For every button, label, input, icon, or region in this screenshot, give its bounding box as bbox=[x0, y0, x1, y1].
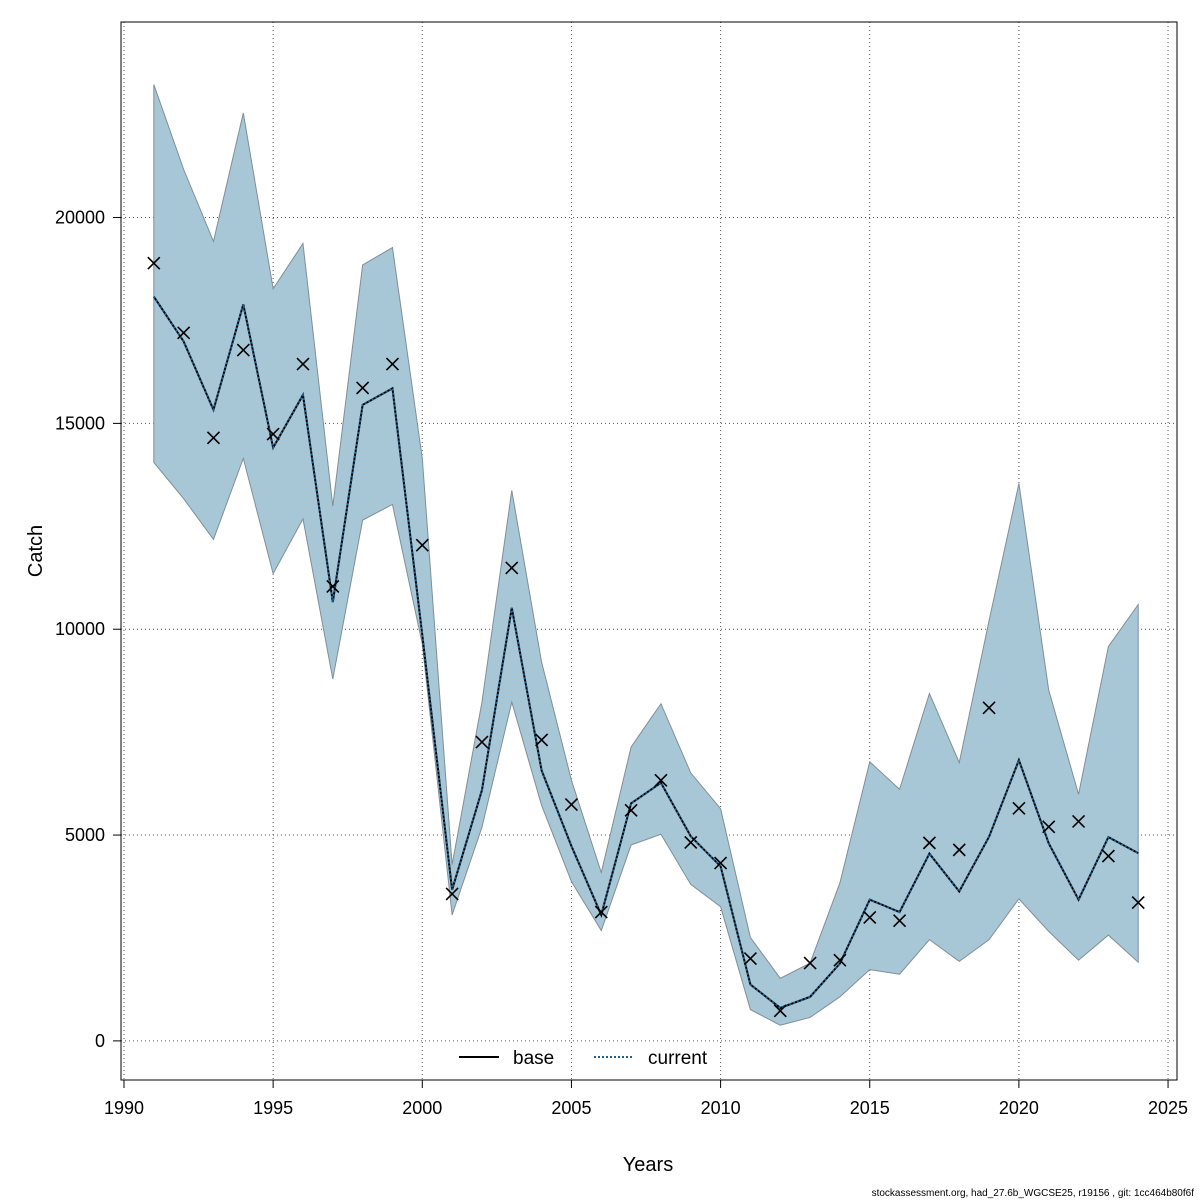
marker-stroke bbox=[684, 835, 698, 850]
marker-stroke bbox=[654, 773, 668, 787]
y-tick-label-15000: 15000 bbox=[55, 413, 105, 433]
marker-stroke bbox=[475, 735, 489, 749]
marker-stroke bbox=[415, 538, 429, 552]
observation-marker-2004 bbox=[535, 733, 549, 747]
observation-marker-2003 bbox=[505, 561, 519, 575]
x-tick-label-2020: 2020 bbox=[999, 1098, 1039, 1118]
observation-marker-2002 bbox=[475, 735, 489, 749]
marker-stroke bbox=[624, 803, 638, 817]
observation-marker-2019 bbox=[982, 701, 996, 715]
observation-markers bbox=[147, 256, 1145, 1018]
marker-stroke bbox=[296, 357, 310, 371]
marker-stroke bbox=[1131, 896, 1145, 910]
x-tick-label-2005: 2005 bbox=[551, 1098, 591, 1118]
observation-marker-2012 bbox=[773, 1004, 787, 1018]
observation-marker-2010 bbox=[714, 856, 728, 870]
y-tick-label-0: 0 bbox=[95, 1031, 105, 1051]
observation-marker-2017 bbox=[922, 836, 936, 850]
observation-marker-1991 bbox=[147, 256, 161, 270]
x-tick-label-2000: 2000 bbox=[402, 1098, 442, 1118]
observation-marker-1996 bbox=[296, 357, 310, 371]
observation-marker-1993 bbox=[206, 431, 221, 445]
x-axis-title: Years bbox=[623, 1154, 673, 1176]
marker-stroke bbox=[1042, 820, 1056, 834]
marker-stroke bbox=[535, 733, 549, 747]
observation-marker-2022 bbox=[1071, 814, 1086, 829]
observation-marker-2008 bbox=[654, 773, 668, 787]
observation-marker-2000 bbox=[415, 538, 429, 552]
y-tick-label-5000: 5000 bbox=[65, 825, 105, 845]
observation-marker-1994 bbox=[236, 343, 250, 357]
y-axis: 0 5000 10000 15000 20000 bbox=[55, 208, 122, 1051]
observation-marker-2013 bbox=[803, 956, 817, 970]
y-axis-title: Catch bbox=[25, 525, 47, 577]
series-line-current bbox=[152, 296, 1139, 1010]
observation-marker-1997 bbox=[326, 579, 340, 593]
marker-stroke bbox=[1101, 849, 1115, 863]
marker-stroke bbox=[743, 951, 757, 966]
observation-marker-2020 bbox=[1012, 801, 1026, 815]
marker-stroke bbox=[206, 431, 221, 445]
marker-stroke bbox=[773, 1004, 787, 1018]
footer-text: stockassessment.org, had_27.6b_WGCSE25, … bbox=[872, 1188, 1195, 1199]
observation-marker-2007 bbox=[624, 803, 638, 817]
y-tick-label-20000: 20000 bbox=[55, 208, 105, 228]
legend-label-base: base bbox=[513, 1048, 554, 1069]
marker-stroke bbox=[893, 914, 907, 928]
x-axis: 1990 1995 2000 2005 2010 2015 2020 2025 bbox=[104, 1079, 1188, 1118]
marker-stroke bbox=[952, 843, 966, 857]
observation-marker-2011 bbox=[743, 951, 757, 966]
observation-marker-2009 bbox=[684, 835, 698, 850]
observation-marker-2016 bbox=[893, 914, 907, 928]
marker-stroke bbox=[505, 561, 519, 575]
marker-stroke bbox=[356, 381, 370, 395]
observation-marker-1999 bbox=[385, 357, 400, 371]
marker-stroke bbox=[1012, 801, 1026, 815]
observation-marker-2001 bbox=[445, 887, 459, 901]
observation-marker-2005 bbox=[564, 798, 579, 812]
observation-marker-1998 bbox=[356, 381, 370, 395]
observation-marker-2015 bbox=[863, 910, 877, 924]
marker-stroke bbox=[982, 701, 996, 715]
marker-stroke bbox=[922, 836, 936, 850]
observation-marker-2018 bbox=[952, 843, 966, 857]
legend-label-current: current bbox=[648, 1048, 708, 1069]
confidence-band-area bbox=[153, 84, 1139, 1026]
x-tick-label-2025: 2025 bbox=[1148, 1098, 1188, 1118]
marker-stroke bbox=[833, 953, 847, 967]
x-tick-label-2010: 2010 bbox=[701, 1098, 741, 1118]
marker-stroke bbox=[803, 956, 817, 970]
marker-stroke bbox=[236, 343, 250, 357]
x-tick-label-2015: 2015 bbox=[850, 1098, 890, 1118]
observation-marker-2023 bbox=[1101, 849, 1115, 863]
observation-marker-1992 bbox=[177, 326, 191, 340]
legend: base current bbox=[459, 1048, 708, 1069]
marker-stroke bbox=[326, 579, 340, 593]
observation-marker-2006 bbox=[594, 905, 608, 919]
marker-stroke bbox=[1071, 814, 1086, 829]
observation-marker-2021 bbox=[1042, 820, 1056, 834]
marker-stroke bbox=[714, 856, 728, 870]
marker-stroke bbox=[147, 256, 161, 270]
confidence-band bbox=[153, 84, 1139, 1026]
marker-stroke bbox=[445, 887, 459, 901]
observation-marker-1995 bbox=[266, 427, 280, 441]
marker-stroke bbox=[385, 357, 400, 371]
marker-stroke bbox=[564, 798, 579, 812]
observation-marker-2024 bbox=[1131, 896, 1145, 910]
marker-stroke bbox=[177, 326, 191, 340]
marker-stroke bbox=[266, 427, 280, 441]
x-tick-label-1990: 1990 bbox=[104, 1098, 144, 1118]
marker-stroke bbox=[863, 910, 877, 924]
marker-stroke bbox=[594, 905, 608, 919]
y-tick-label-10000: 10000 bbox=[55, 619, 105, 639]
x-tick-label-1995: 1995 bbox=[253, 1098, 293, 1118]
series-lines bbox=[152, 296, 1139, 1010]
observation-marker-2014 bbox=[833, 953, 847, 967]
